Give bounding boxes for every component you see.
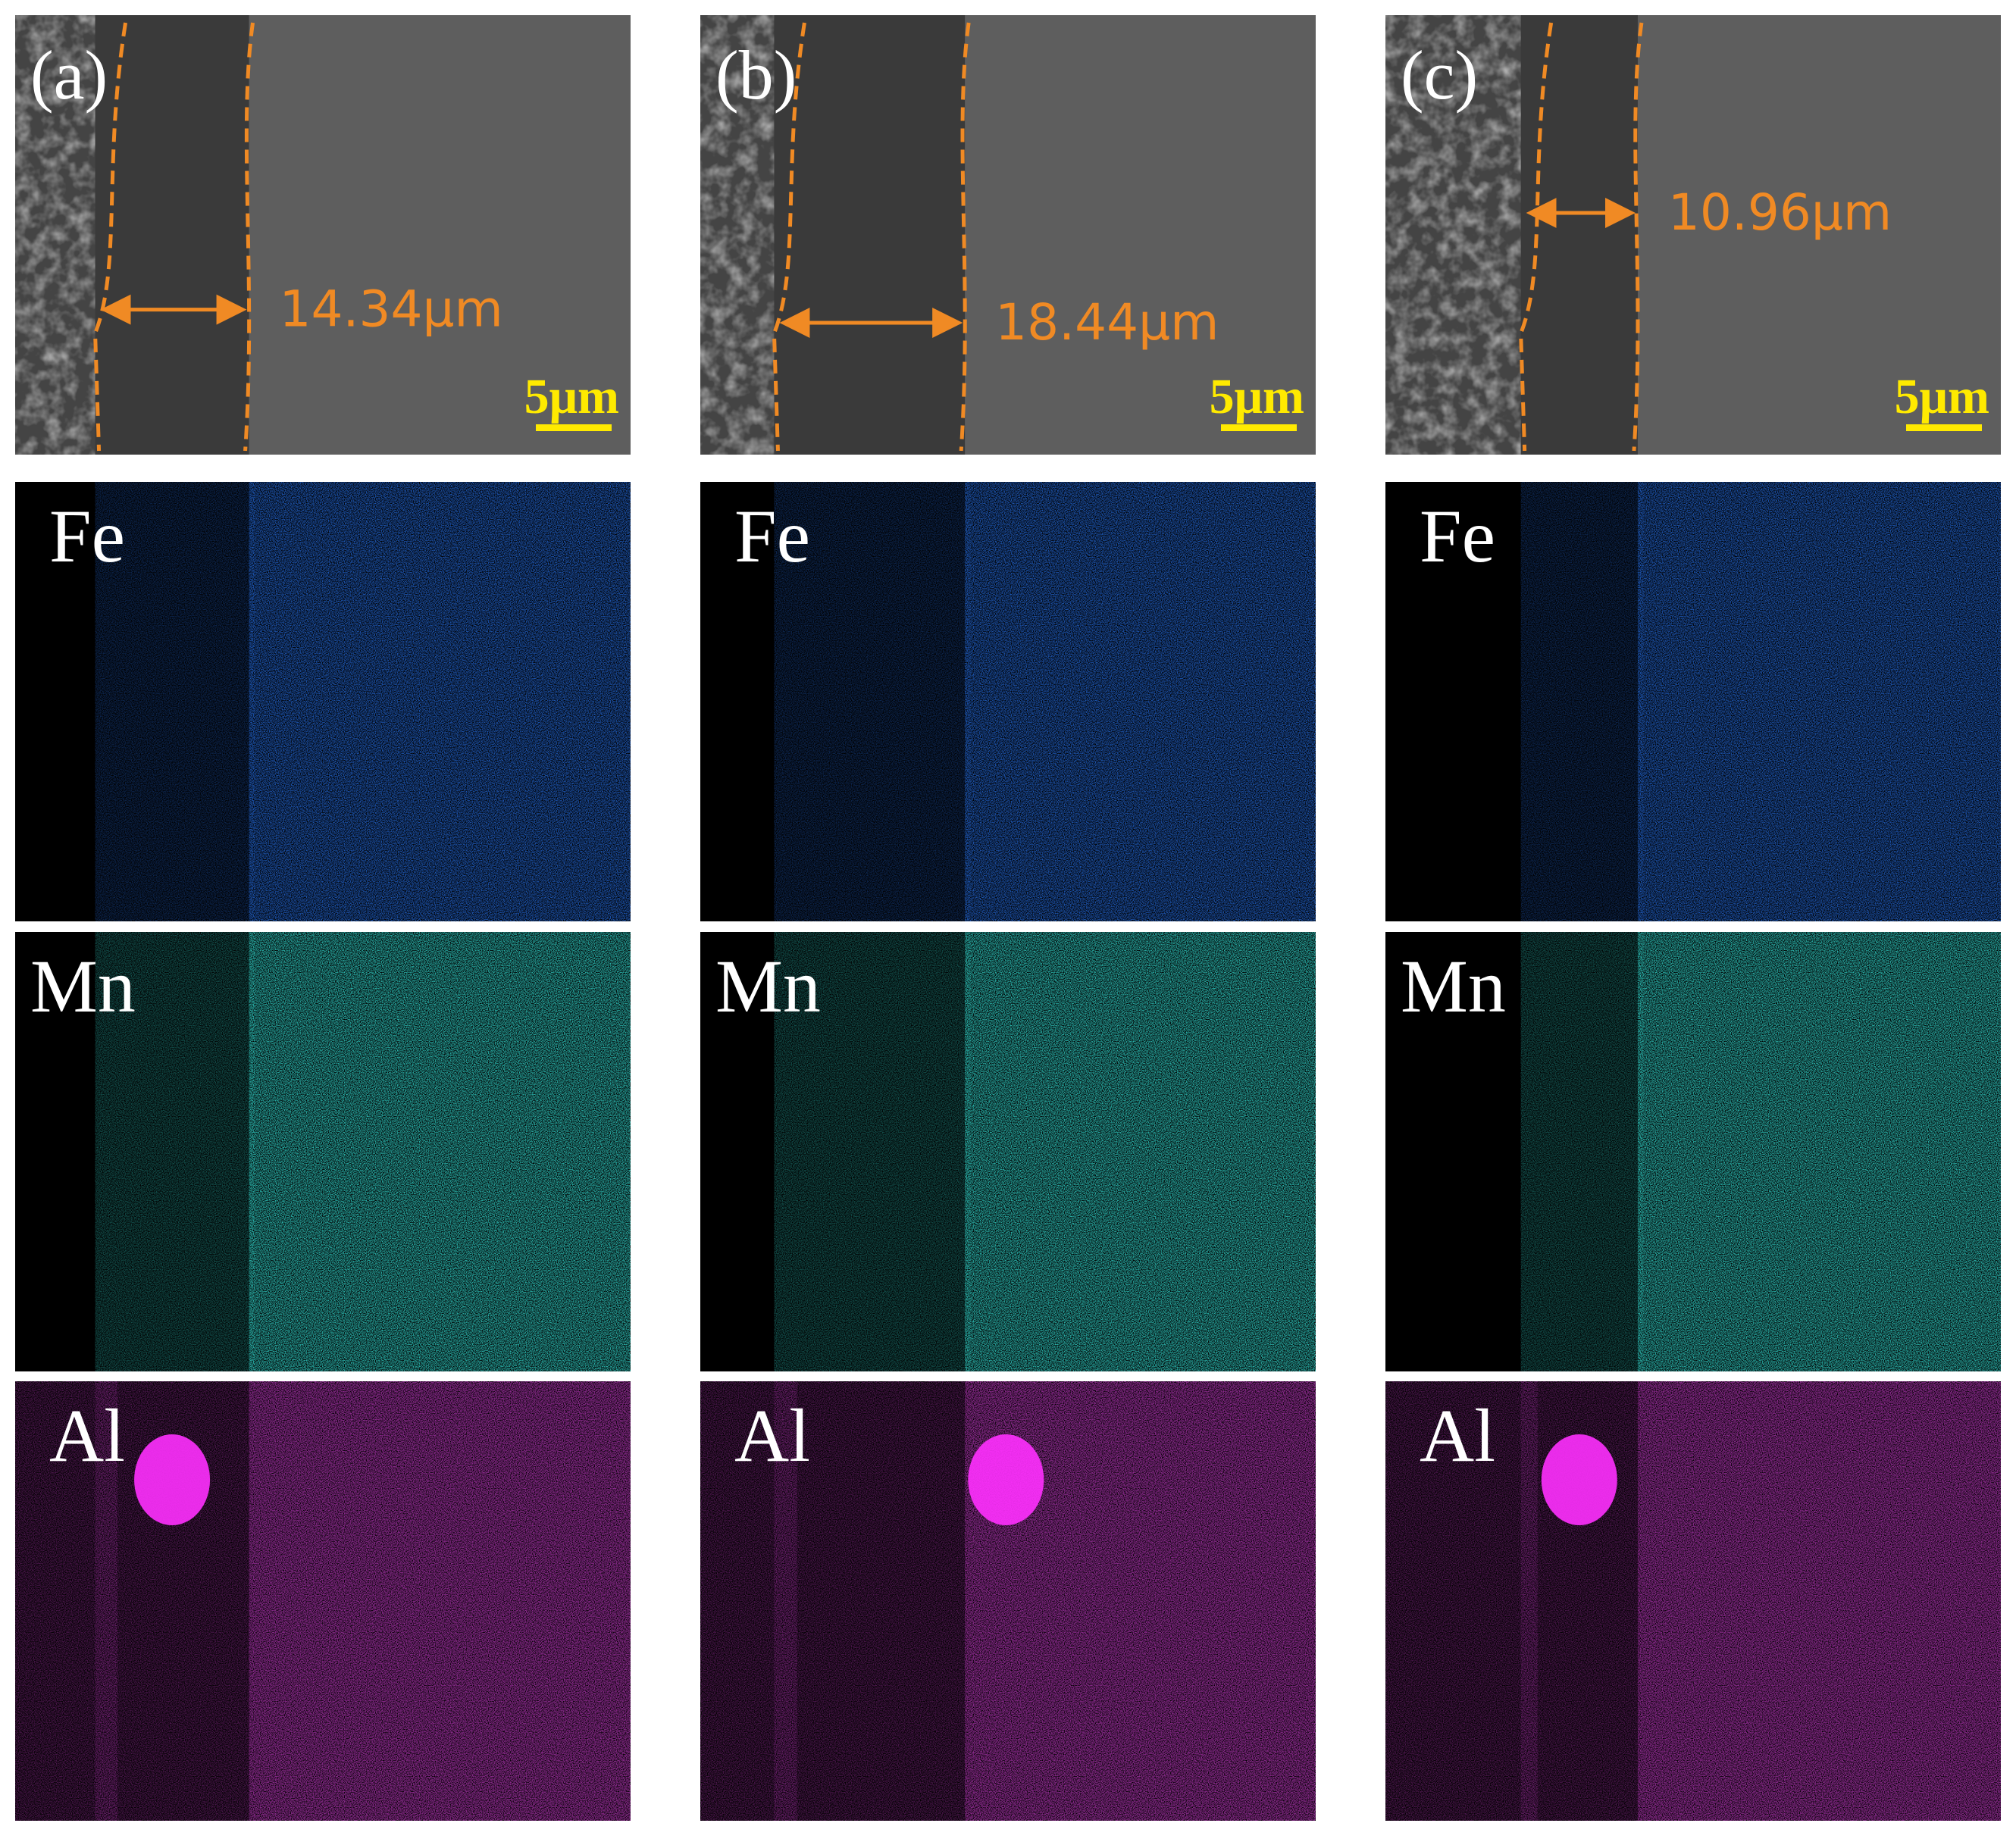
map-signal: [1637, 482, 2001, 921]
eds-map: Al: [700, 1381, 1316, 1821]
eds-map: Fe: [700, 482, 1316, 921]
eds-map: Fe: [15, 482, 631, 921]
map-signal-layer: [1520, 1381, 1538, 1821]
panel-label: (a): [30, 36, 108, 114]
eds-map: Mn: [15, 932, 631, 1371]
scale-bar: [1221, 424, 1297, 431]
boundary-left: [772, 22, 806, 452]
map-signal-layer: [95, 932, 255, 1371]
map-signal-layer: [95, 482, 255, 921]
map-signal: [1637, 932, 2001, 1371]
map-signal-layer: [95, 1381, 118, 1821]
sem-grain: [1385, 15, 1536, 455]
element-label: Mn: [30, 944, 136, 1028]
map-signal-layer: [1520, 482, 1644, 921]
element-label: Mn: [715, 944, 821, 1028]
map-signal: [249, 482, 631, 921]
al-rich-spot: [1541, 1434, 1617, 1525]
sem-layer: [1520, 15, 1638, 455]
element-label: Fe: [49, 494, 125, 578]
al-rich-spot: [134, 1434, 211, 1525]
eds-map: Al: [15, 1381, 631, 1821]
element-label: Al: [49, 1393, 125, 1478]
scale-bar-label: 5μm: [524, 369, 619, 424]
al-rich-spot: [968, 1434, 1044, 1525]
panel-label: (c): [1401, 36, 1478, 114]
boundary-right: [243, 22, 255, 452]
sem-layer: [774, 15, 966, 455]
sem-grain: [15, 15, 111, 455]
sem-panel: 14.34μm (a) 5μm: [15, 15, 631, 455]
panel-label: (b): [715, 36, 797, 114]
thickness-label: 10.96μm: [1668, 183, 1892, 242]
map-signal-layer: [774, 482, 971, 921]
map-signal: [249, 932, 631, 1371]
eds-map: Mn: [1385, 932, 2001, 1371]
map-signal: [965, 482, 1316, 921]
eds-map: Al: [1385, 1381, 2001, 1821]
element-label: Fe: [734, 494, 810, 578]
map-signal-layer: [774, 1381, 797, 1821]
element-label: Al: [734, 1393, 810, 1478]
map-signal: [965, 932, 1316, 1371]
eds-map: Mn: [700, 932, 1316, 1371]
element-label: Fe: [1420, 494, 1495, 578]
map-signal: [1637, 1381, 2001, 1821]
eds-map: Fe: [1385, 482, 2001, 921]
map-signal-layer: [1520, 932, 1644, 1371]
map-signal-layer: [774, 932, 971, 1371]
sem-panel: 10.96μm (c) 5μm: [1385, 15, 2001, 455]
scale-bar: [1906, 424, 1982, 431]
boundary-right: [959, 22, 971, 452]
element-label: Al: [1420, 1393, 1495, 1478]
boundary-left: [93, 22, 128, 452]
sem-panel: 18.44μm (b) 5μm: [700, 15, 1316, 455]
scale-bar-label: 5μm: [1210, 369, 1304, 424]
boundary-right: [1632, 22, 1644, 452]
scale-bar-label: 5μm: [1895, 369, 1989, 424]
thickness-label: 18.44μm: [995, 293, 1219, 352]
sem-layer: [95, 15, 249, 455]
scale-bar: [536, 424, 612, 431]
thickness-label: 14.34μm: [280, 280, 503, 339]
map-signal: [249, 1381, 631, 1821]
element-label: Mn: [1401, 944, 1506, 1028]
